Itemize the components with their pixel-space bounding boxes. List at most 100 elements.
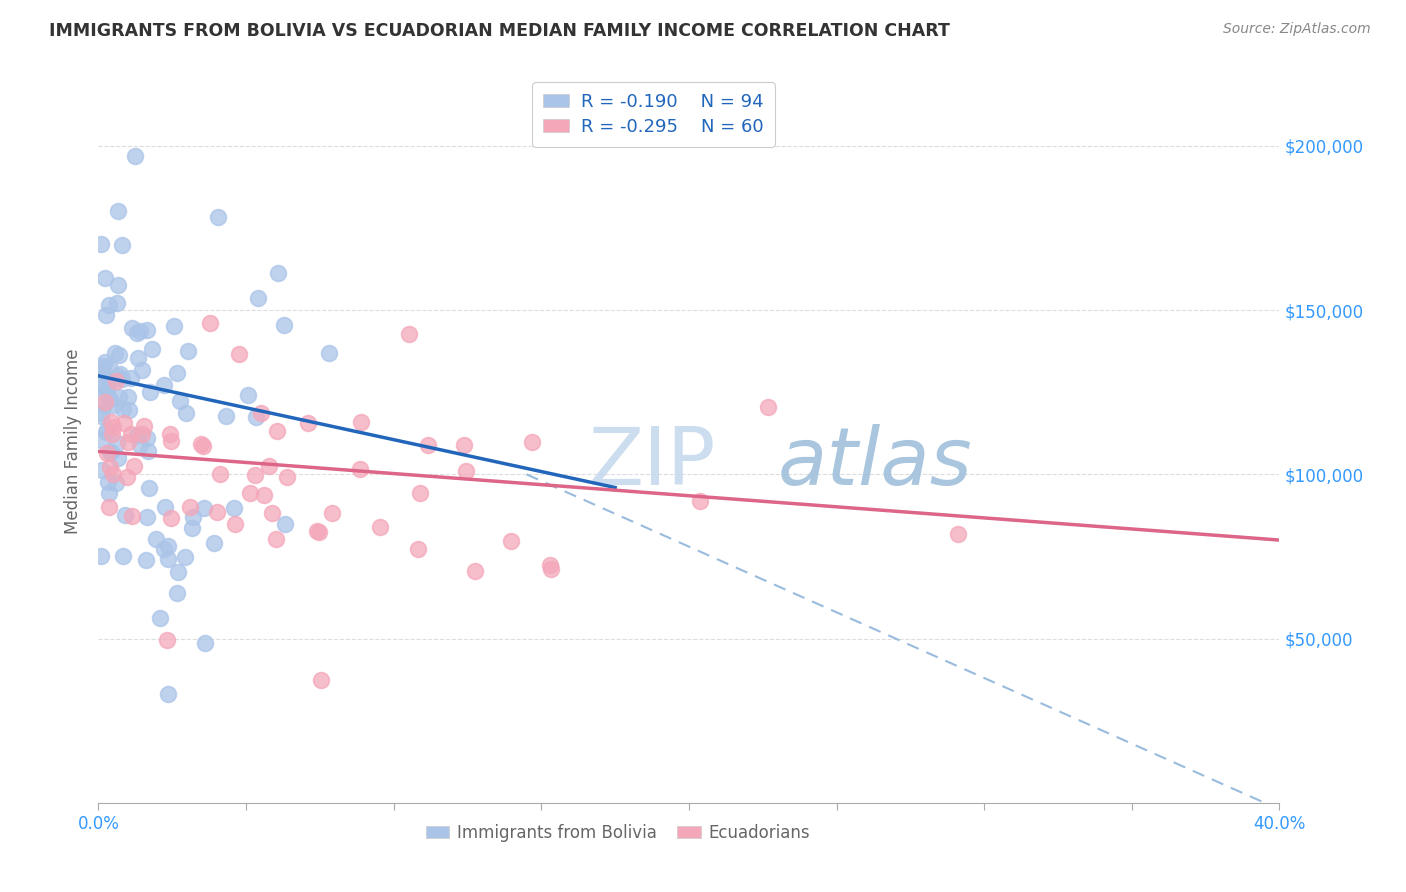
Point: [149, 611, 172, 625]
Point: [127, 351, 149, 366]
Point: [108, 348, 131, 362]
Point: [117, 390, 139, 404]
Point: [93, 398, 115, 412]
Point: [103, 398, 125, 412]
Point: [349, 415, 371, 429]
Point: [120, 370, 142, 384]
Point: [107, 450, 129, 465]
Point: [308, 524, 330, 539]
Point: [163, 319, 186, 334]
Point: [398, 327, 420, 342]
Point: [129, 438, 152, 452]
Point: [173, 549, 195, 564]
Point: [756, 400, 779, 414]
Point: [138, 481, 160, 495]
Point: [96, 445, 118, 459]
Point: [107, 369, 129, 384]
Point: [260, 506, 283, 520]
Point: [90, 409, 112, 424]
Point: [135, 553, 157, 567]
Point: [90, 236, 112, 251]
Point: [107, 203, 129, 218]
Point: [245, 410, 267, 425]
Point: [159, 427, 181, 442]
Point: [264, 532, 287, 546]
Point: [273, 318, 295, 333]
Point: [153, 500, 176, 514]
Point: [100, 445, 122, 459]
Point: [250, 406, 273, 420]
Point: [318, 346, 340, 360]
Point: [111, 549, 134, 563]
Point: [98, 460, 121, 475]
Point: [96, 308, 118, 322]
Point: [117, 435, 139, 450]
Point: [156, 632, 179, 647]
Point: [98, 445, 121, 459]
Point: [409, 485, 432, 500]
Point: [368, 519, 391, 533]
Point: [114, 416, 136, 430]
Point: [91, 359, 114, 374]
Point: [253, 488, 276, 502]
Point: [215, 409, 238, 423]
Point: [464, 564, 486, 578]
Text: ZIP: ZIP: [589, 425, 716, 502]
Point: [94, 355, 117, 369]
Point: [108, 390, 131, 404]
Point: [136, 431, 159, 445]
Point: [224, 516, 246, 531]
Legend: Immigrants from Bolivia, Ecuadorians: Immigrants from Bolivia, Ecuadorians: [419, 817, 817, 848]
Point: [111, 372, 134, 386]
Point: [105, 374, 128, 388]
Point: [101, 427, 124, 442]
Point: [93, 380, 115, 394]
Point: [94, 271, 117, 285]
Point: [114, 508, 136, 523]
Point: [406, 541, 429, 556]
Point: [120, 427, 142, 442]
Point: [193, 500, 215, 515]
Point: [136, 443, 159, 458]
Point: [166, 586, 188, 600]
Point: [207, 505, 229, 519]
Point: [93, 395, 115, 409]
Point: [247, 291, 270, 305]
Point: [139, 385, 162, 400]
Point: [90, 380, 112, 394]
Point: [209, 467, 232, 482]
Point: [181, 521, 204, 535]
Point: [236, 388, 259, 402]
Point: [91, 367, 114, 381]
Point: [160, 510, 183, 524]
Point: [222, 501, 245, 516]
Point: [136, 323, 159, 337]
Point: [145, 532, 167, 546]
Point: [129, 324, 152, 338]
Point: [156, 539, 179, 553]
Point: [540, 562, 562, 576]
Text: Source: ZipAtlas.com: Source: ZipAtlas.com: [1223, 22, 1371, 37]
Y-axis label: Median Family Income: Median Family Income: [65, 349, 83, 534]
Point: [194, 636, 217, 650]
Point: [90, 362, 112, 376]
Point: [134, 419, 156, 434]
Point: [190, 437, 212, 451]
Point: [101, 467, 124, 481]
Point: [689, 493, 711, 508]
Point: [141, 342, 163, 356]
Point: [105, 436, 128, 450]
Point: [121, 509, 143, 524]
Point: [96, 425, 118, 440]
Point: [297, 416, 319, 430]
Point: [118, 403, 141, 417]
Point: [107, 278, 129, 293]
Point: [105, 295, 128, 310]
Point: [90, 433, 112, 447]
Point: [520, 434, 543, 449]
Point: [200, 316, 222, 330]
Point: [179, 500, 201, 515]
Point: [257, 459, 280, 474]
Point: [499, 533, 522, 548]
Point: [100, 415, 122, 429]
